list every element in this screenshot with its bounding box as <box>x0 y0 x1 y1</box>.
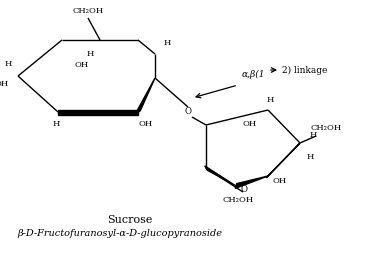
Text: H: H <box>4 60 12 68</box>
Text: CH₂OH: CH₂OH <box>72 7 104 15</box>
Text: α,β(1: α,β(1 <box>242 69 266 79</box>
Text: OH: OH <box>273 177 287 185</box>
Text: H: H <box>266 96 274 104</box>
Polygon shape <box>205 166 236 186</box>
Text: H: H <box>309 131 317 139</box>
Text: CH₂OH: CH₂OH <box>223 196 254 204</box>
Polygon shape <box>58 110 138 114</box>
Text: 2) linkage: 2) linkage <box>282 66 327 75</box>
Text: Sucrose: Sucrose <box>107 215 153 225</box>
Text: OH: OH <box>139 120 153 128</box>
Polygon shape <box>266 143 300 178</box>
Text: H: H <box>52 120 60 128</box>
Text: H: H <box>306 153 314 161</box>
Text: H: H <box>163 39 171 47</box>
Text: O: O <box>184 107 191 117</box>
Text: OH: OH <box>0 80 9 88</box>
Polygon shape <box>235 176 268 188</box>
Text: O: O <box>241 184 248 194</box>
Polygon shape <box>136 78 155 113</box>
Text: OH: OH <box>75 61 89 69</box>
Text: OH: OH <box>243 120 257 128</box>
Text: CH₂OH: CH₂OH <box>310 124 341 132</box>
Text: H: H <box>86 50 94 58</box>
Text: β-D-Fructofuranosyl-α-D-glucopyranoside: β-D-Fructofuranosyl-α-D-glucopyranoside <box>17 230 223 238</box>
